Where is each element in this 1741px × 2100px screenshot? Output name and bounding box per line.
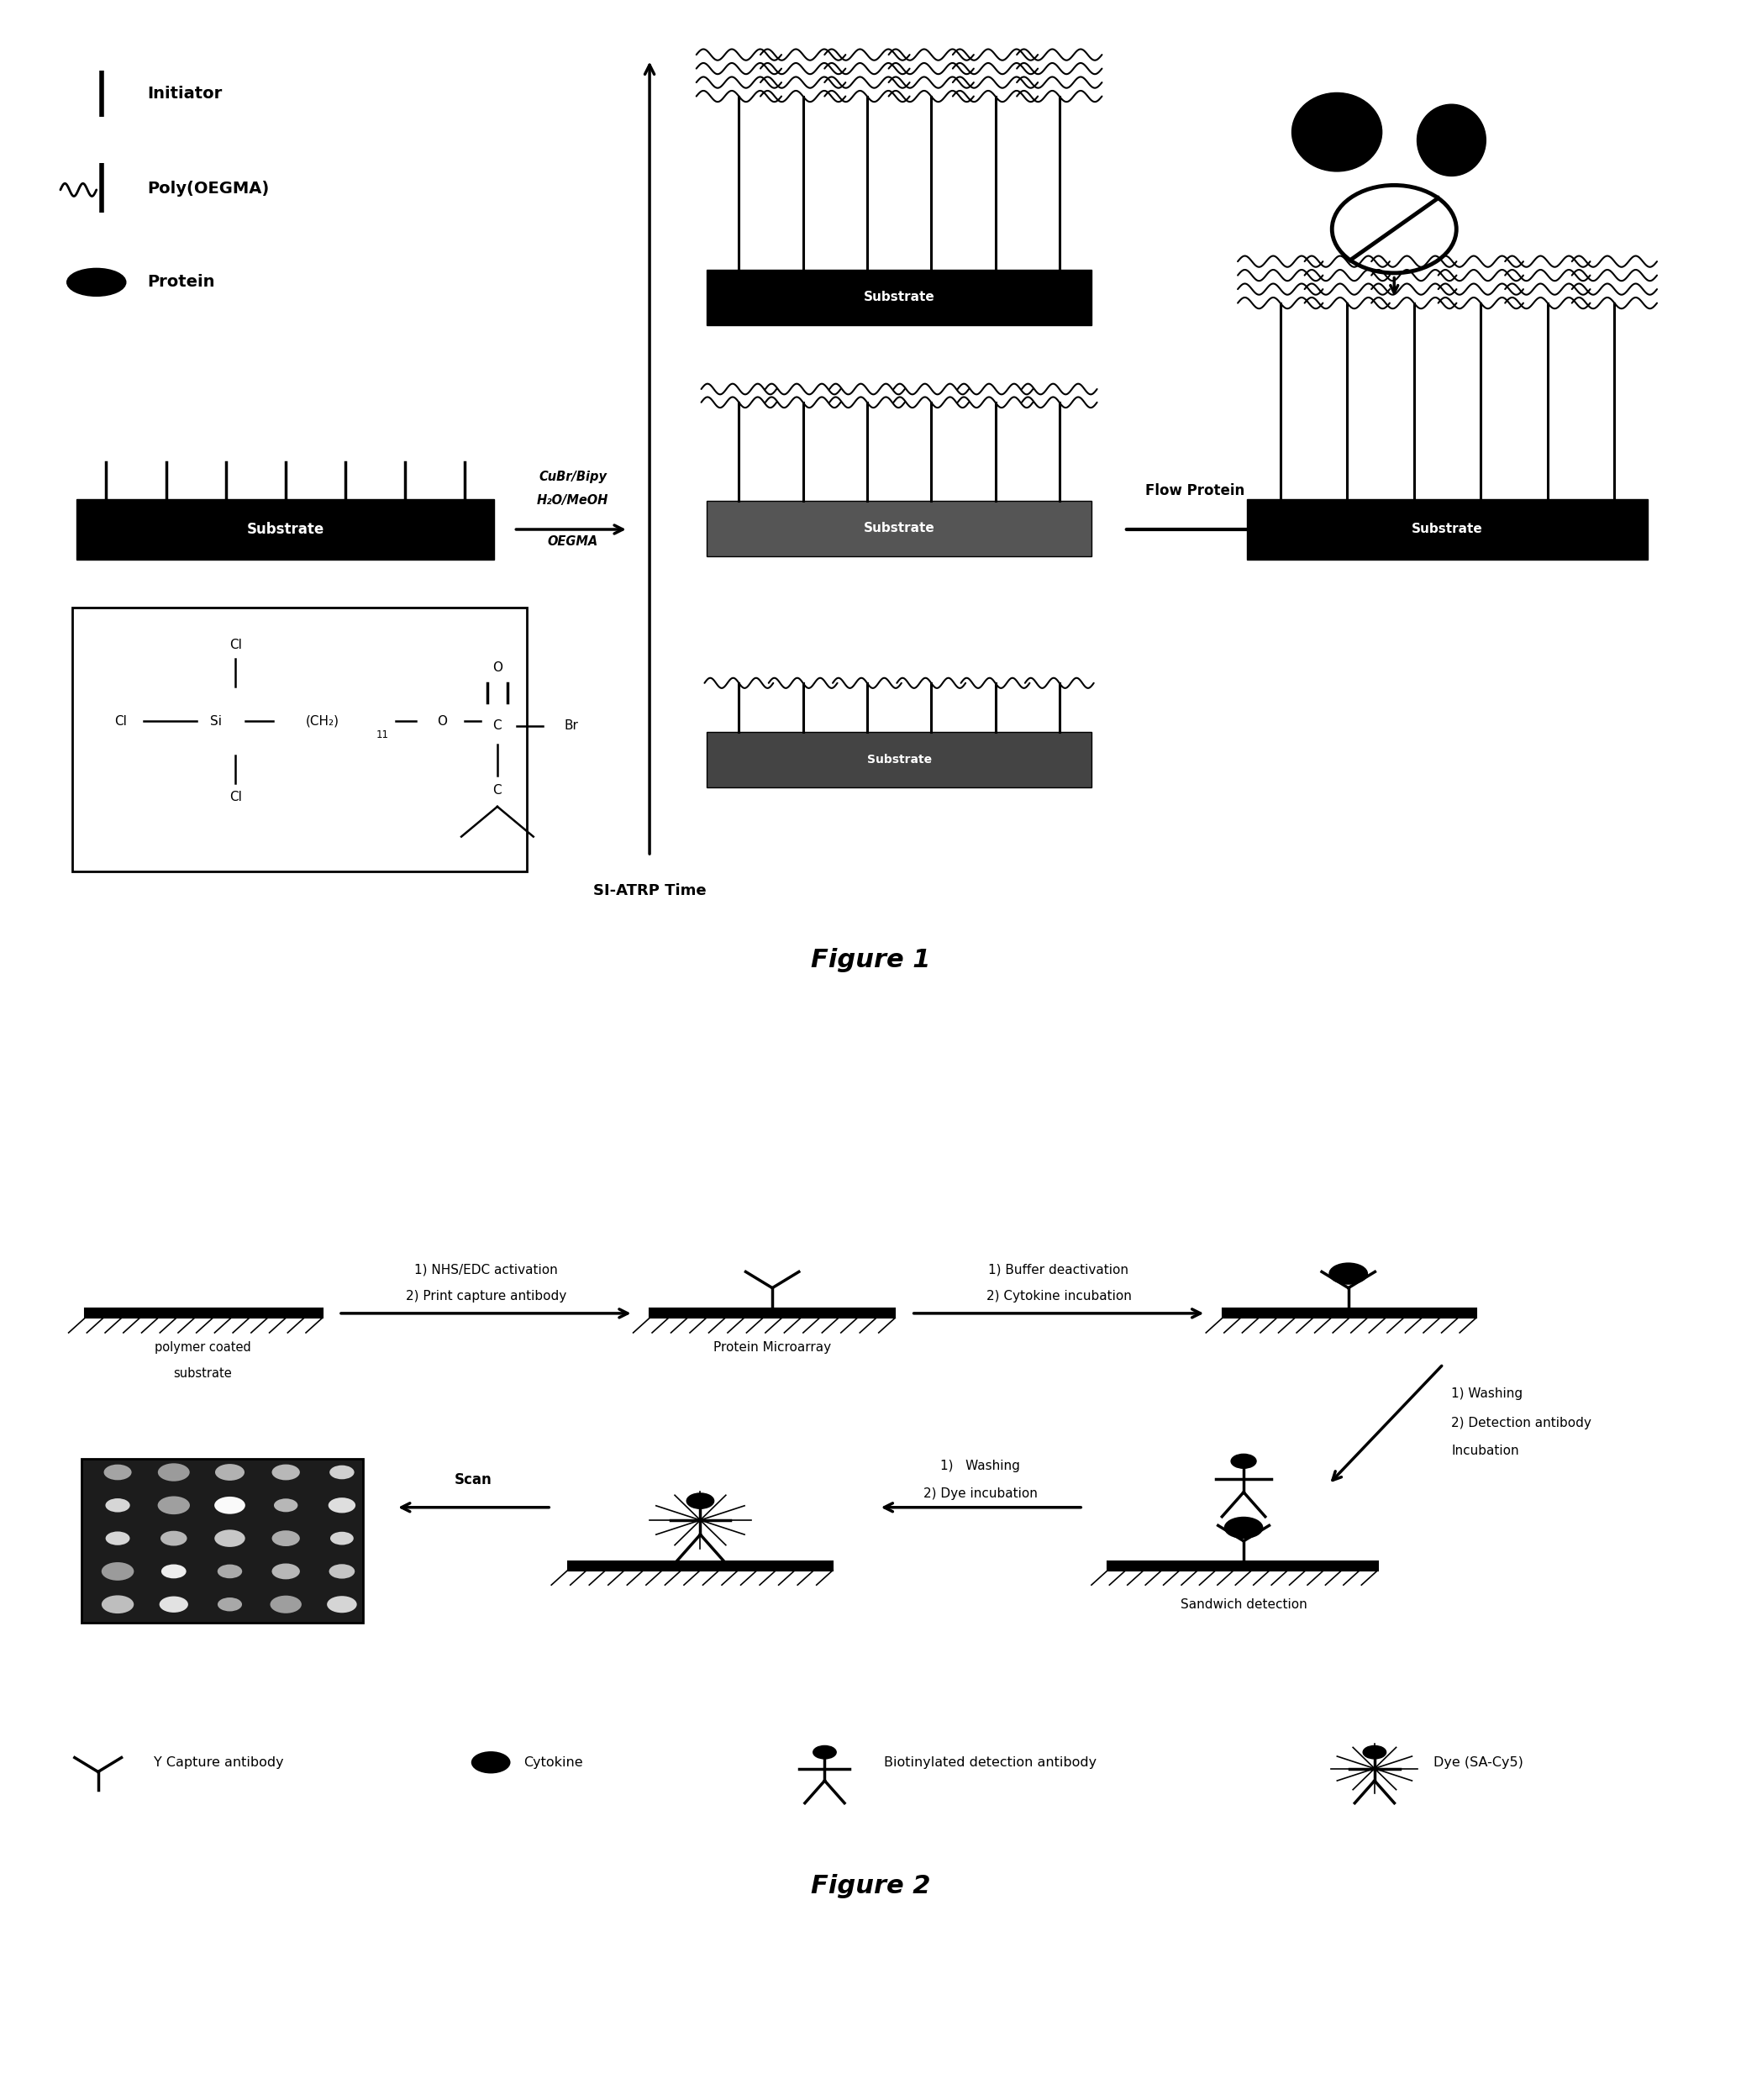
Circle shape (813, 1745, 836, 1758)
Text: substrate: substrate (174, 1367, 232, 1380)
Text: Sandwich detection: Sandwich detection (1180, 1598, 1307, 1611)
Text: (CH₂): (CH₂) (305, 714, 339, 727)
Text: 2) Dye incubation: 2) Dye incubation (923, 1487, 1038, 1499)
Text: SI-ATRP Time: SI-ATRP Time (594, 882, 707, 899)
Circle shape (472, 1751, 510, 1774)
Bar (1107, 1560, 1377, 1571)
Circle shape (273, 1499, 298, 1512)
Text: polymer coated: polymer coated (155, 1342, 251, 1354)
Circle shape (216, 1464, 244, 1480)
Text: 11: 11 (376, 729, 388, 741)
Circle shape (1231, 1453, 1257, 1468)
Text: 2) Print capture antibody: 2) Print capture antibody (406, 1289, 566, 1302)
Text: H₂O/MeOH: H₂O/MeOH (536, 494, 609, 506)
Bar (707, 500, 1092, 556)
Bar (82, 1457, 364, 1623)
Circle shape (214, 1529, 245, 1548)
Text: Protein Microarray: Protein Microarray (714, 1342, 830, 1354)
Text: Cl: Cl (115, 714, 127, 727)
Circle shape (270, 1596, 301, 1613)
Bar (77, 500, 494, 559)
Text: Scan: Scan (454, 1472, 491, 1487)
Text: Si: Si (211, 714, 221, 727)
Text: 2) Detection antibody: 2) Detection antibody (1452, 1418, 1591, 1430)
Circle shape (327, 1596, 357, 1613)
Text: Substrate: Substrate (1412, 523, 1483, 536)
Text: Substrate: Substrate (864, 292, 935, 304)
Text: Cl: Cl (230, 638, 242, 651)
Circle shape (162, 1564, 186, 1579)
Circle shape (272, 1531, 299, 1546)
Text: 1)   Washing: 1) Washing (940, 1459, 1020, 1472)
Bar (568, 1560, 832, 1571)
Text: Figure 1: Figure 1 (811, 947, 930, 972)
Circle shape (1363, 1745, 1386, 1758)
Circle shape (158, 1495, 190, 1514)
Circle shape (218, 1598, 242, 1611)
Circle shape (218, 1564, 242, 1579)
Circle shape (101, 1562, 134, 1581)
Text: Cytokine: Cytokine (524, 1756, 583, 1768)
Circle shape (101, 1596, 134, 1613)
Circle shape (272, 1464, 299, 1480)
Text: OEGMA: OEGMA (547, 536, 597, 548)
Circle shape (104, 1464, 132, 1480)
Bar (1247, 500, 1649, 559)
Bar (71, 607, 528, 872)
Text: Br: Br (564, 720, 578, 733)
Ellipse shape (66, 269, 125, 296)
Circle shape (160, 1531, 186, 1546)
Text: Biotinylated detection antibody: Biotinylated detection antibody (884, 1756, 1097, 1768)
Circle shape (272, 1562, 299, 1579)
Text: 2) Cytokine incubation: 2) Cytokine incubation (985, 1289, 1132, 1302)
Text: Substrate: Substrate (867, 754, 931, 764)
Circle shape (214, 1497, 245, 1514)
Bar (1222, 1308, 1476, 1319)
Circle shape (106, 1531, 131, 1546)
Text: Protein: Protein (148, 275, 214, 290)
Circle shape (329, 1497, 355, 1512)
Ellipse shape (1417, 105, 1485, 176)
Ellipse shape (1292, 92, 1382, 172)
Text: C: C (493, 783, 501, 796)
Bar (649, 1308, 895, 1319)
Bar (707, 731, 1092, 788)
Text: O: O (437, 714, 447, 727)
Text: Y Capture antibody: Y Capture antibody (153, 1756, 284, 1768)
Circle shape (329, 1564, 355, 1579)
Text: Dye (SA-Cy5): Dye (SA-Cy5) (1433, 1756, 1523, 1768)
Text: O: O (493, 662, 503, 674)
Text: 1) NHS/EDC activation: 1) NHS/EDC activation (414, 1264, 557, 1277)
Circle shape (1328, 1262, 1368, 1285)
Circle shape (160, 1596, 188, 1613)
Text: Incubation: Incubation (1452, 1445, 1520, 1457)
Circle shape (686, 1493, 714, 1508)
Text: Flow Protein: Flow Protein (1146, 483, 1245, 498)
Circle shape (158, 1464, 190, 1480)
Text: Cl: Cl (230, 792, 242, 804)
Text: C: C (493, 720, 501, 733)
Text: Figure 2: Figure 2 (811, 1873, 930, 1898)
Text: 1) Washing: 1) Washing (1452, 1388, 1523, 1401)
Text: Substrate: Substrate (864, 523, 935, 536)
Text: 1) Buffer deactivation: 1) Buffer deactivation (989, 1264, 1128, 1277)
Circle shape (1224, 1516, 1264, 1539)
Circle shape (106, 1499, 131, 1512)
Text: Poly(OEGMA): Poly(OEGMA) (148, 181, 270, 197)
Circle shape (331, 1531, 353, 1546)
Text: Substrate: Substrate (247, 521, 324, 538)
Text: Initiator: Initiator (148, 86, 223, 103)
Bar (85, 1308, 322, 1319)
Bar (707, 269, 1092, 326)
Circle shape (329, 1466, 353, 1478)
Text: CuBr/Bipy: CuBr/Bipy (538, 470, 606, 483)
